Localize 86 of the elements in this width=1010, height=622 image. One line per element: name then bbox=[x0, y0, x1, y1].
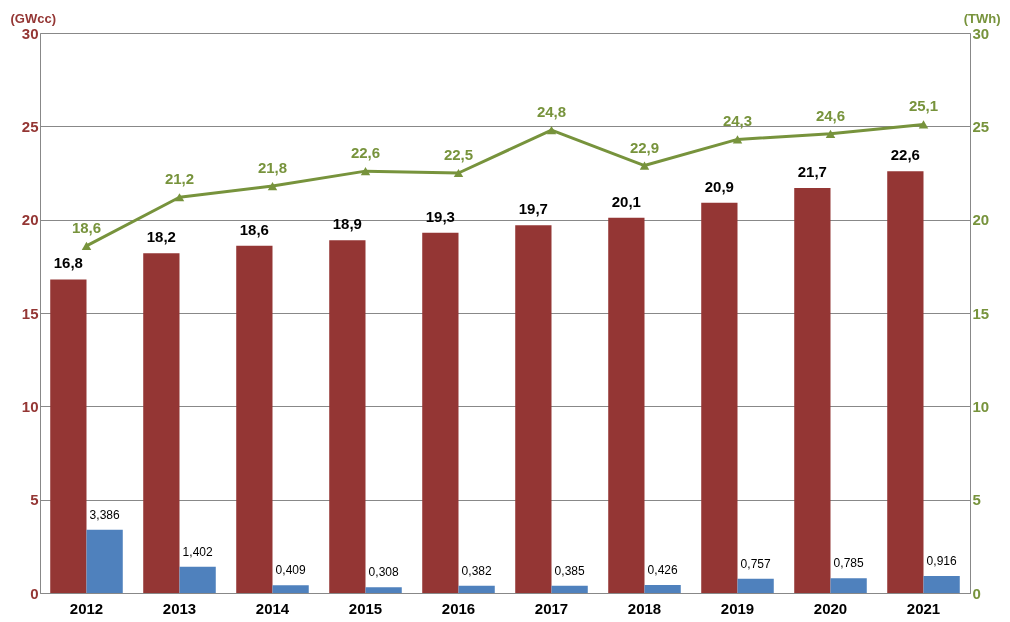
bar bbox=[644, 585, 681, 593]
y2-tick-label: 5 bbox=[972, 491, 981, 509]
y2-tick-label: 20 bbox=[972, 211, 990, 229]
point bbox=[639, 161, 650, 170]
bar bbox=[737, 578, 774, 593]
y2-tick-label: 0 bbox=[972, 584, 981, 602]
bar bbox=[608, 217, 645, 593]
data-label: 21,7 bbox=[797, 162, 827, 180]
point bbox=[825, 129, 836, 138]
x-tick-label: 2016 bbox=[441, 599, 476, 617]
point bbox=[453, 168, 464, 178]
x-tick-label: 2018 bbox=[627, 599, 662, 617]
data-label: 24,3 bbox=[722, 112, 753, 130]
bar bbox=[515, 225, 552, 593]
y-axis-title: (GWcc) bbox=[10, 10, 56, 26]
data-label: 0,382 bbox=[461, 563, 492, 578]
bar bbox=[236, 245, 273, 593]
data-label: 1,402 bbox=[182, 544, 213, 559]
y-tick-label: 10 bbox=[21, 397, 39, 415]
data-label: 0,916 bbox=[926, 553, 957, 568]
bar bbox=[50, 279, 87, 593]
y-tick-label: 30 bbox=[21, 24, 39, 42]
x-tick-label: 2021 bbox=[906, 599, 941, 617]
y2-tick-label: 30 bbox=[972, 24, 990, 42]
y-tick-label: 25 bbox=[21, 117, 39, 135]
data-label: 19,7 bbox=[518, 200, 548, 218]
y2-axis-title: (TWh) bbox=[963, 10, 1001, 26]
data-label: 24,6 bbox=[815, 106, 846, 124]
data-label: 25,1 bbox=[908, 97, 939, 115]
bar bbox=[329, 240, 366, 593]
y2-tick-label: 10 bbox=[972, 397, 990, 415]
data-label: 18,9 bbox=[332, 215, 362, 233]
y-tick-label: 15 bbox=[21, 304, 39, 322]
bar bbox=[365, 587, 402, 593]
bar bbox=[551, 585, 588, 593]
point bbox=[918, 120, 929, 129]
point bbox=[267, 181, 278, 191]
point bbox=[546, 125, 557, 135]
bar bbox=[458, 585, 495, 593]
y-tick-label: 20 bbox=[21, 211, 39, 229]
point bbox=[360, 167, 371, 176]
x-tick-label: 2015 bbox=[348, 599, 383, 617]
x-tick-label: 2019 bbox=[720, 599, 755, 617]
data-label: 0,785 bbox=[833, 556, 864, 571]
x-tick-label: 2017 bbox=[534, 599, 569, 617]
bar bbox=[830, 578, 867, 593]
y2-tick-label: 25 bbox=[972, 117, 990, 135]
bar bbox=[923, 575, 960, 593]
point bbox=[81, 241, 92, 250]
data-label: 0,426 bbox=[647, 563, 678, 578]
data-label: 22,9 bbox=[629, 138, 660, 156]
data-label: 18,2 bbox=[146, 228, 176, 246]
data-label: 18,6 bbox=[71, 218, 102, 236]
point bbox=[732, 135, 743, 144]
data-label: 21,2 bbox=[164, 170, 195, 188]
data-label: 21,8 bbox=[257, 159, 288, 177]
data-label: 0,385 bbox=[554, 563, 585, 578]
data-label: 0,757 bbox=[740, 556, 771, 571]
x-tick-label: 2012 bbox=[69, 599, 104, 617]
x-tick-label: 2014 bbox=[255, 599, 290, 617]
bar bbox=[86, 529, 123, 593]
data-label: 19,3 bbox=[425, 207, 455, 225]
data-label: 16,8 bbox=[53, 254, 83, 272]
y-tick-label: 0 bbox=[30, 584, 39, 602]
bar bbox=[143, 253, 180, 593]
y-tick-label: 5 bbox=[30, 491, 39, 509]
x-tick-label: 2013 bbox=[162, 599, 197, 617]
data-label: 20,1 bbox=[611, 192, 641, 210]
data-label: 18,6 bbox=[239, 220, 269, 238]
bar bbox=[701, 202, 738, 593]
data-label: 22,6 bbox=[890, 146, 920, 164]
bar bbox=[179, 566, 216, 593]
data-label: 3,386 bbox=[89, 507, 120, 522]
data-label: 0,308 bbox=[368, 565, 399, 580]
bar bbox=[794, 187, 831, 593]
data-label: 20,9 bbox=[704, 177, 734, 195]
bar bbox=[422, 232, 459, 593]
x-tick-label: 2020 bbox=[813, 599, 848, 617]
point bbox=[174, 193, 185, 202]
data-label: 0,409 bbox=[275, 563, 306, 578]
y2-tick-label: 15 bbox=[972, 304, 990, 322]
data-label: 22,6 bbox=[350, 144, 381, 162]
bar bbox=[887, 171, 924, 593]
data-label: 22,5 bbox=[443, 146, 474, 163]
data-label: 24,8 bbox=[536, 103, 567, 121]
bar bbox=[272, 585, 309, 593]
